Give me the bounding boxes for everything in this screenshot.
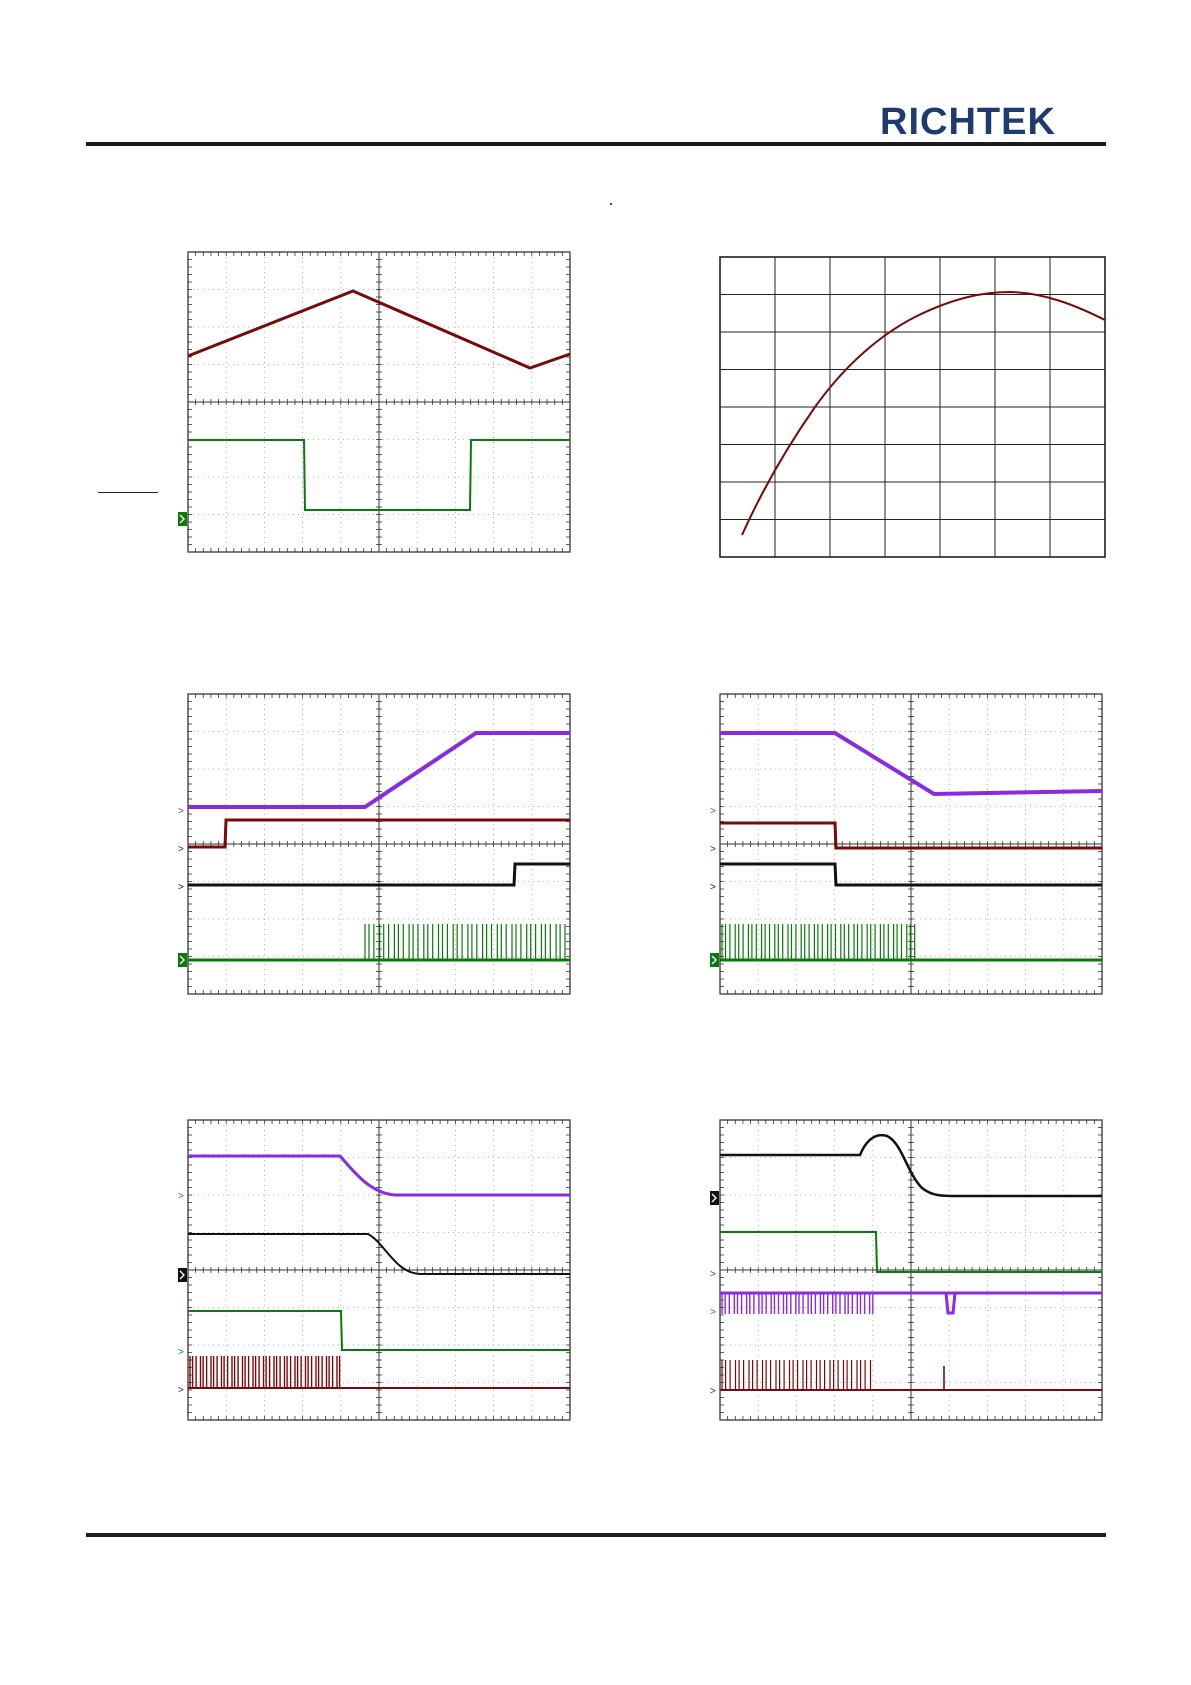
marker-line <box>98 492 158 493</box>
channel-4-trace <box>188 731 570 809</box>
curve-top-right <box>719 256 1106 558</box>
scope-bottom-right: > > > <box>710 1119 1103 1421</box>
channel-1-marker: > <box>178 844 184 855</box>
channel-4-switching <box>721 1293 874 1314</box>
channel-4-trace <box>188 1154 570 1197</box>
scope-grid <box>187 693 571 995</box>
channel-2-marker <box>178 953 187 967</box>
scope-grid <box>719 1119 1103 1421</box>
scope-grid <box>187 1119 571 1421</box>
curve-trace <box>741 290 1106 536</box>
scope-top-left <box>178 251 571 553</box>
footer-rule <box>86 1533 1106 1537</box>
channel-3-trace <box>720 862 1102 887</box>
channel-1-trace <box>720 821 1102 850</box>
channel-3-trace <box>188 1233 570 1275</box>
channel-2-trace <box>720 1231 1102 1273</box>
channel-1-switching <box>189 1356 341 1388</box>
logo-text: RICHTEK <box>880 101 1056 140</box>
channel-2-switching <box>721 924 916 960</box>
channel-1-switching <box>721 1360 872 1390</box>
channel-4-marker: > <box>710 806 716 817</box>
channel-4-trace <box>720 731 1103 797</box>
scope-middle-right: > > > <box>710 693 1103 995</box>
header-rule <box>86 142 1106 146</box>
scope-grid <box>719 693 1103 995</box>
channel-1-marker: > <box>178 1385 184 1396</box>
scope-middle-left: > > > <box>178 693 571 995</box>
channel-1-marker: > <box>710 1386 716 1397</box>
channel-3-marker: > <box>710 882 716 893</box>
channel-1-marker: > <box>710 844 716 855</box>
channel-1-trace <box>188 818 570 849</box>
stray-dot <box>610 203 612 205</box>
scope-bottom-left: > > > <box>178 1119 571 1421</box>
channel-2-trace <box>188 439 570 511</box>
channel-2-marker <box>178 512 187 526</box>
channel-2-marker <box>710 953 719 967</box>
channel-3-marker: > <box>178 882 184 893</box>
richtek-logo: RICHTEK <box>880 100 1106 143</box>
scope-grid <box>187 251 571 553</box>
channel-1-trace <box>187 289 571 370</box>
channel-4-marker: > <box>710 1307 716 1318</box>
channel-3-trace <box>720 1134 1102 1198</box>
channel-2-marker: > <box>710 1269 716 1280</box>
channel-2-switching <box>364 924 566 960</box>
channel-2-trace <box>188 1310 570 1351</box>
channel-2-marker: > <box>178 1347 184 1358</box>
channel-4-marker: > <box>178 806 184 817</box>
channel-4-marker: > <box>178 1191 184 1202</box>
channel-3-marker <box>710 1191 719 1205</box>
channel-3-trace <box>188 862 570 887</box>
channel-3-marker <box>178 1268 187 1282</box>
